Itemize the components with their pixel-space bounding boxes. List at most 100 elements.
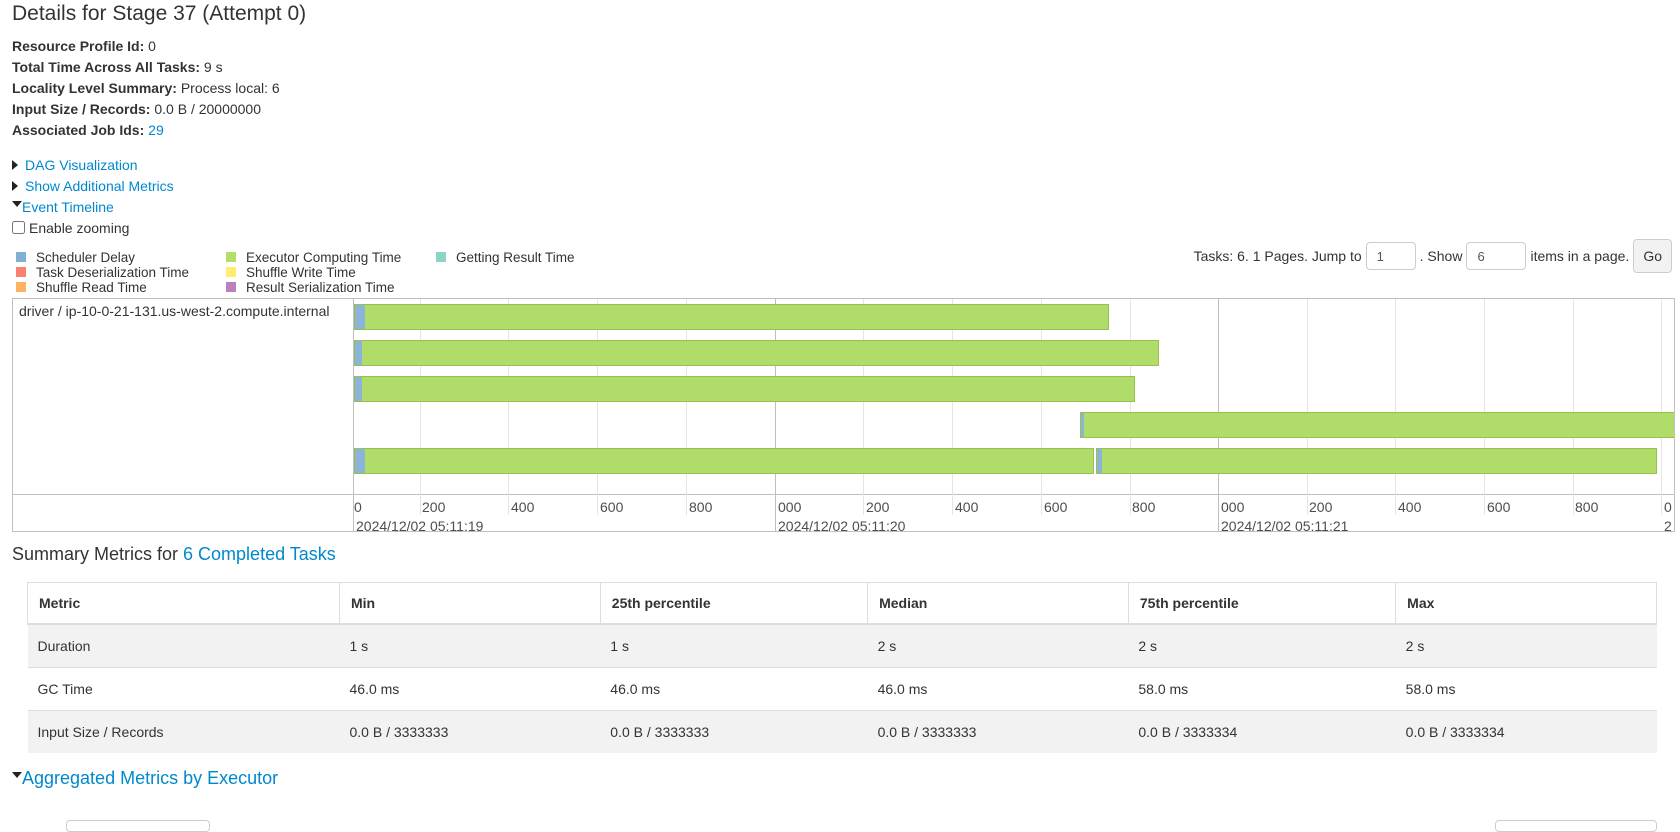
column-header[interactable]: Median <box>867 582 1129 625</box>
task-bar[interactable] <box>1080 412 1674 438</box>
dag-visualization-toggle[interactable]: DAG Visualization <box>12 156 138 174</box>
axis-tick: 400 <box>511 499 535 515</box>
legend-swatch <box>226 282 236 293</box>
gridline <box>686 299 687 515</box>
axis-tick: 400 <box>955 499 979 515</box>
table-cell: 0.0 B / 3333334 <box>1128 710 1396 753</box>
axis-tick: 600 <box>1044 499 1068 515</box>
table-cell: 0.0 B / 3333333 <box>867 710 1129 753</box>
gridline-major <box>775 299 776 531</box>
legend-item: Shuffle Write Time <box>226 265 401 280</box>
expand-arrow-icon <box>12 160 18 171</box>
scheduler-delay-segment <box>355 341 362 365</box>
dag-visualization-link[interactable]: DAG Visualization <box>25 157 138 173</box>
legend-col-1: Scheduler Delay Task Deserialization Tim… <box>16 250 189 295</box>
column-header[interactable]: 25th percentile <box>599 582 869 625</box>
table-cell: 2 s <box>867 623 1129 668</box>
summary-metrics-prefix: Summary Metrics for <box>12 544 184 564</box>
gridline <box>952 299 953 515</box>
table-cell: Duration <box>27 623 340 668</box>
total-time-row: Total Time Across All Tasks: 9 s <box>12 59 223 75</box>
axis-tick: 200 <box>866 499 890 515</box>
table-cell: 2 s <box>1395 623 1657 668</box>
task-bar[interactable] <box>354 304 1109 330</box>
table-row: Input Size / Records 0.0 B / 3333333 0.0… <box>27 710 1657 753</box>
additional-metrics-link[interactable]: Show Additional Metrics <box>25 178 174 194</box>
enable-zooming-label: Enable zooming <box>29 220 130 236</box>
legend-item: Getting Result Time <box>436 250 575 265</box>
column-header[interactable]: Min <box>339 582 601 625</box>
go-button[interactable]: Go <box>1633 239 1672 273</box>
event-timeline-toggle[interactable]: Event Timeline <box>12 198 114 216</box>
scheduler-delay-segment <box>1097 449 1102 473</box>
axis-major-label: 2 <box>1664 518 1672 532</box>
aggregated-metrics-link[interactable]: Aggregated Metrics by Executor <box>22 768 279 788</box>
scheduler-delay-segment <box>355 305 365 329</box>
table-cell: 0.0 B / 3333333 <box>339 710 601 753</box>
axis-tick: 000 <box>1221 499 1245 515</box>
table-cell: 46.0 ms <box>867 667 1129 711</box>
gridline <box>863 299 864 515</box>
axis-major-label: 2024/12/02 05:11:19 <box>356 518 484 532</box>
gridline <box>508 299 509 515</box>
gridline <box>597 299 598 515</box>
axis-tick: 0 <box>354 499 362 515</box>
gridline <box>1661 299 1662 515</box>
table-cell: 0.0 B / 3333333 <box>600 710 868 753</box>
resource-profile-row: Resource Profile Id: 0 <box>12 38 156 54</box>
legend-swatch <box>226 252 236 263</box>
legend-swatch <box>16 267 26 278</box>
axis-tick: 800 <box>1132 499 1156 515</box>
gridline <box>1307 299 1308 515</box>
axis-tick: 200 <box>1309 499 1333 515</box>
enable-zooming-checkbox[interactable] <box>12 220 25 234</box>
task-pager: Tasks: 6. 1 Pages. Jump to . Show items … <box>1194 239 1672 273</box>
aggregated-metrics-toggle[interactable]: Aggregated Metrics by Executor <box>12 768 278 789</box>
axis-tick: 0 <box>1664 499 1672 515</box>
bottom-control-left[interactable] <box>66 820 210 832</box>
task-bar[interactable] <box>1096 448 1657 474</box>
event-timeline-link[interactable]: Event Timeline <box>22 199 114 215</box>
page-title: Details for Stage 37 (Attempt 0) <box>12 2 307 25</box>
legend-swatch <box>226 267 236 278</box>
additional-metrics-toggle[interactable]: Show Additional Metrics <box>12 177 174 195</box>
job-id-link[interactable]: 29 <box>148 122 164 138</box>
column-header[interactable]: 75th percentile <box>1127 582 1397 625</box>
gridline <box>1573 299 1574 515</box>
legend-item: Scheduler Delay <box>16 250 189 265</box>
table-cell: 1 s <box>600 623 868 668</box>
table-cell: 2 s <box>1128 623 1396 668</box>
pager-show-text: . Show <box>1419 248 1463 264</box>
legend-col-3: Getting Result Time <box>436 250 575 265</box>
timeline-axis-line <box>13 494 1674 495</box>
column-header[interactable]: Metric <box>27 582 340 625</box>
enable-zooming[interactable]: Enable zooming <box>12 219 129 237</box>
axis-tick: 600 <box>1487 499 1511 515</box>
gridline <box>420 299 421 515</box>
page-size-input[interactable] <box>1466 242 1527 270</box>
legend-item: Shuffle Read Time <box>16 280 189 295</box>
gridline <box>1484 299 1485 515</box>
jump-to-page-input[interactable] <box>1365 242 1416 270</box>
column-header[interactable]: Max <box>1395 582 1657 625</box>
scheduler-delay-segment <box>355 449 365 473</box>
axis-tick: 800 <box>689 499 713 515</box>
event-timeline[interactable]: driver / ip-10-0-21-131.us-west-2.comput… <box>12 298 1675 532</box>
completed-tasks-link[interactable]: 6 Completed Tasks <box>183 544 336 564</box>
locality-row: Locality Level Summary: Process local: 6 <box>12 80 280 96</box>
task-bar[interactable] <box>354 376 1135 402</box>
pager-items-text: items in a page. <box>1530 248 1630 264</box>
axis-major-label: 2024/12/02 05:11:20 <box>778 518 906 532</box>
axis-tick: 000 <box>778 499 802 515</box>
axis-tick: 800 <box>1575 499 1599 515</box>
legend-swatch <box>436 252 446 263</box>
scheduler-delay-segment <box>1081 413 1084 437</box>
scheduler-delay-segment <box>355 377 362 401</box>
gridline <box>1395 299 1396 515</box>
task-bar[interactable] <box>354 340 1159 366</box>
task-bar[interactable] <box>354 448 1094 474</box>
timeline-host-label: driver / ip-10-0-21-131.us-west-2.comput… <box>19 303 330 319</box>
bottom-control-right[interactable] <box>1495 820 1657 832</box>
table-cell: 46.0 ms <box>600 667 868 711</box>
legend-item: Result Serialization Time <box>226 280 401 295</box>
